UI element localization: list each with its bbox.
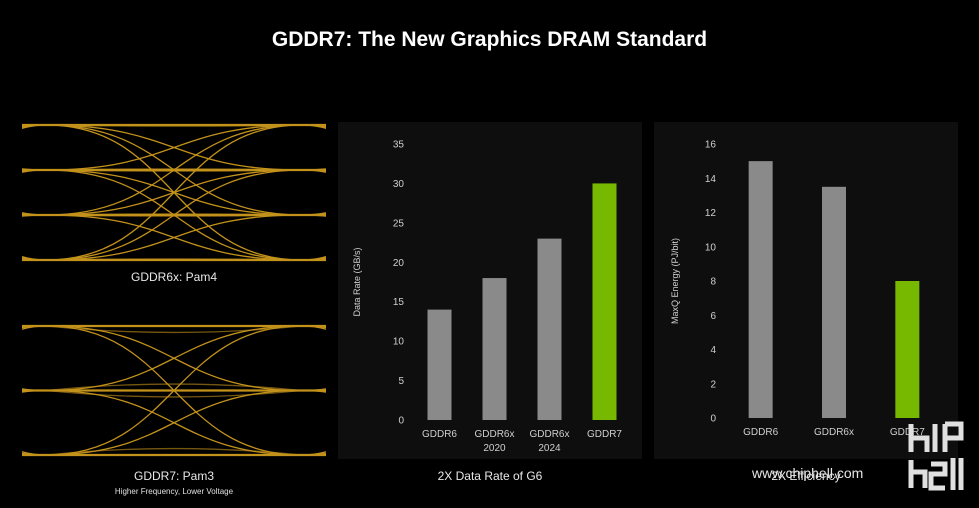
data-rate-bar	[537, 238, 562, 420]
energy-y-axis-label: MaxQ Energy (PJ/bit)	[670, 238, 680, 324]
energy-y-tick-label: 0	[710, 414, 716, 425]
pam3-transition	[22, 389, 47, 393]
data-rate-y-tick-label: 30	[393, 179, 405, 190]
energy-y-tick-label: 12	[705, 208, 717, 219]
energy-bar	[822, 186, 846, 418]
data-rate-chart: Data Rate (GB/s) 0 5 10 15 20 25 30 35 GDDR6 GDDR6…	[338, 122, 642, 459]
data-rate-chart-svg: Data Rate (GB/s) 0 5 10 15 20 25 30 35 GDDR6 GDDR6…	[352, 140, 622, 455]
pam3-traces	[22, 324, 326, 457]
data-rate-x-tick-label: GDDR6x	[529, 429, 569, 440]
data-rate-bar	[482, 278, 507, 420]
pam4-transition	[22, 213, 47, 216]
pam3-eye-diagram	[22, 323, 326, 458]
pam3-transition	[46, 389, 302, 456]
pam4-transition	[301, 213, 326, 216]
energy-chart-svg: MaxQ Energy (PJ/bit) 0 2 4 6 8 10 12 14 16 GDDR6 GD…	[670, 140, 925, 439]
pam4-transition	[22, 124, 47, 127]
energy-x-tick-label: GDDR7	[890, 427, 925, 438]
energy-y-tick-label: 4	[710, 345, 716, 356]
pam4-eye-diagram	[22, 122, 326, 263]
pam4-eye-arc	[46, 213, 302, 216]
pam3-transition	[301, 452, 326, 456]
energy-bar	[895, 281, 920, 418]
pam3-transition	[22, 452, 47, 456]
data-rate-x-tick-label: 2024	[538, 443, 561, 454]
data-rate-y-tick-label: 35	[393, 140, 405, 151]
pam4-eye-arc	[46, 168, 302, 171]
pam4-transition	[22, 255, 47, 261]
pam4-transition	[301, 168, 326, 171]
pam4-transition	[301, 124, 326, 127]
chiphell-logo-icon	[908, 421, 964, 491]
data-rate-x-tick-label: 2020	[483, 443, 506, 454]
pam3-transition	[46, 325, 302, 392]
watermark-text: www.chiphell.com	[752, 465, 864, 481]
pam4-eye-arc	[46, 169, 302, 172]
data-rate-y-tick-label: 0	[398, 416, 404, 427]
pam4-transition	[301, 255, 326, 261]
pam4-transition	[46, 124, 302, 261]
energy-chart-caption: 2X Efficiency	[771, 469, 841, 483]
data-rate-y-tick-label: 5	[398, 376, 404, 387]
pam3-transition	[22, 388, 47, 392]
pam3-transition	[301, 325, 326, 329]
pam4-transition	[46, 124, 302, 171]
pam4-transition	[46, 169, 302, 261]
energy-chart: MaxQ Energy (PJ/bit) 0 2 4 6 8 10 12 14 16 GDDR6 GD…	[654, 122, 958, 459]
pam4-caption: GDDR6x: Pam4	[130, 270, 218, 284]
pam4-transition	[301, 169, 326, 172]
data-rate-x-tick-label: GDDR6	[422, 429, 457, 440]
pam3-caption: GDDR7: Pam3	[133, 469, 215, 483]
energy-y-tick-label: 14	[705, 174, 717, 185]
energy-x-tick-label: GDDR6	[743, 427, 778, 438]
pam4-transition	[22, 169, 47, 172]
data-rate-chart-caption: 2X Data Rate of G6	[437, 469, 543, 483]
data-rate-y-tick-label: 15	[393, 297, 405, 308]
energy-bar	[748, 161, 773, 418]
data-rate-x-tick-label: GDDR7	[587, 429, 622, 440]
pam4-transition	[22, 214, 47, 217]
pam3-transition	[301, 388, 326, 392]
energy-y-tick-label: 8	[710, 277, 716, 288]
pam4-traces	[22, 123, 326, 262]
pam4-eye-arc	[46, 258, 302, 261]
data-rate-bar	[427, 309, 452, 420]
pam4-transition	[22, 258, 47, 261]
energy-y-tick-label: 16	[705, 140, 717, 151]
data-rate-y-tick-label: 25	[393, 218, 405, 229]
energy-y-tick-label: 2	[710, 379, 716, 390]
energy-y-tick-label: 6	[710, 311, 716, 322]
pam3-eye-arc	[46, 389, 302, 398]
pam4-eye-arc	[46, 214, 302, 217]
pam3-subcaption: Higher Frequency, Lower Voltage	[114, 487, 234, 496]
pam3-eye-arc	[46, 325, 302, 334]
pam4-eye-arc	[46, 124, 302, 127]
pam4-transition	[301, 258, 326, 261]
data-rate-x-tick-label: GDDR6x	[474, 429, 514, 440]
energy-y-tick-label: 10	[705, 242, 717, 253]
pam4-transition	[22, 124, 47, 130]
pam3-transition	[22, 325, 47, 329]
pam4-transition	[22, 168, 47, 171]
pam4-transition	[301, 124, 326, 130]
energy-x-tick-label: GDDR6x	[814, 427, 854, 438]
data-rate-y-tick-label: 20	[393, 258, 405, 269]
data-rate-y-axis-label: Data Rate (GB/s)	[352, 247, 362, 316]
pam4-transition	[46, 214, 302, 261]
pam3-eye-arc	[46, 383, 302, 392]
pam3-transition	[46, 325, 302, 456]
pam3-eye-arc	[46, 447, 302, 456]
pam4-transition	[301, 214, 326, 217]
pam3-transition	[301, 389, 326, 393]
pam4-transition	[46, 124, 302, 216]
data-rate-y-tick-label: 10	[393, 337, 405, 348]
page-title: GDDR7: The New Graphics DRAM Standard	[271, 28, 708, 51]
data-rate-bar	[592, 183, 617, 420]
